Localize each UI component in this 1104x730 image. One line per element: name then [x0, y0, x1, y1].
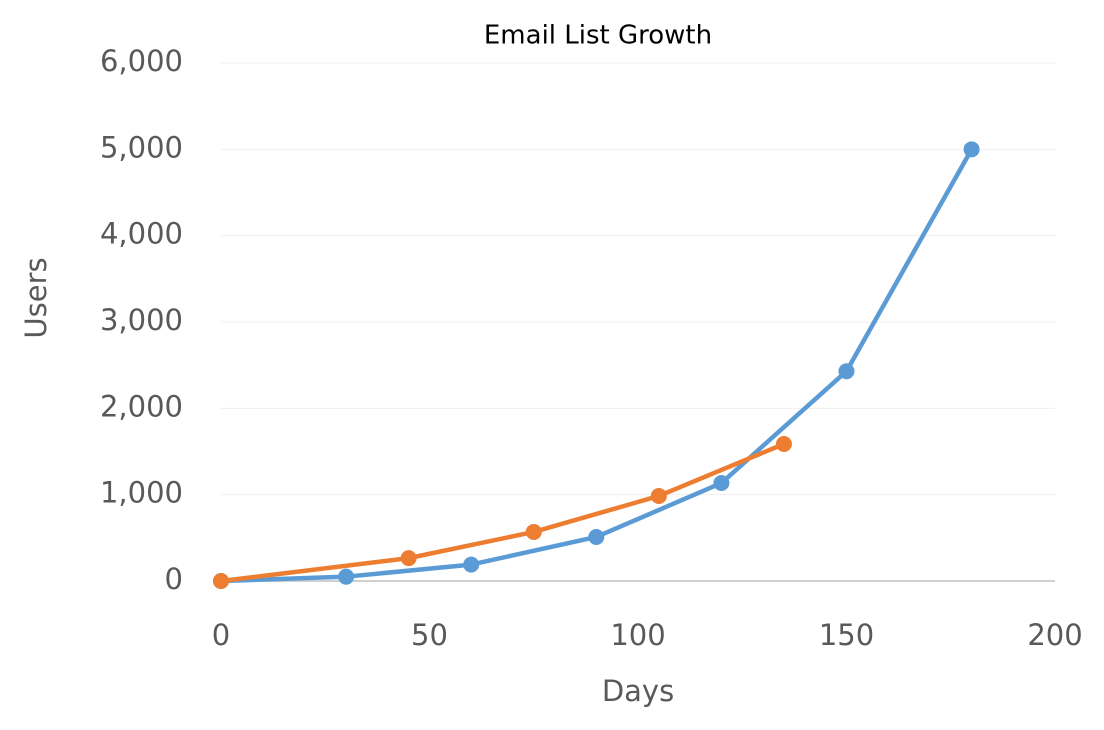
x-tick-label: 150	[819, 618, 874, 652]
data-point	[338, 568, 355, 585]
data-point	[213, 573, 229, 589]
x-tick-label: 0	[212, 618, 230, 652]
data-point	[650, 487, 667, 504]
series-line	[220, 441, 785, 584]
data-point	[525, 523, 542, 540]
data-point	[463, 556, 480, 573]
data-point	[588, 528, 605, 545]
x-tick-label: 200	[1027, 618, 1082, 652]
y-tick-label: 1,000	[100, 476, 183, 510]
x-tick-label: 100	[610, 618, 665, 652]
y-tick-label: 4,000	[100, 217, 183, 251]
y-tick-label: 0	[165, 562, 183, 596]
data-point	[963, 141, 980, 158]
y-tick-label: 6,000	[100, 44, 183, 78]
data-point	[775, 435, 792, 452]
y-tick-label: 2,000	[100, 389, 183, 423]
x-axis-label: Days	[602, 674, 674, 708]
data-point	[400, 550, 417, 567]
x-tick-label: 50	[411, 618, 448, 652]
chart-title: Email List Growth	[484, 21, 712, 51]
y-axis-label: Users	[19, 257, 53, 338]
data-point	[713, 475, 730, 492]
y-tick-label: 5,000	[100, 130, 183, 164]
data-point	[838, 363, 855, 380]
y-tick-label: 3,000	[100, 303, 183, 337]
